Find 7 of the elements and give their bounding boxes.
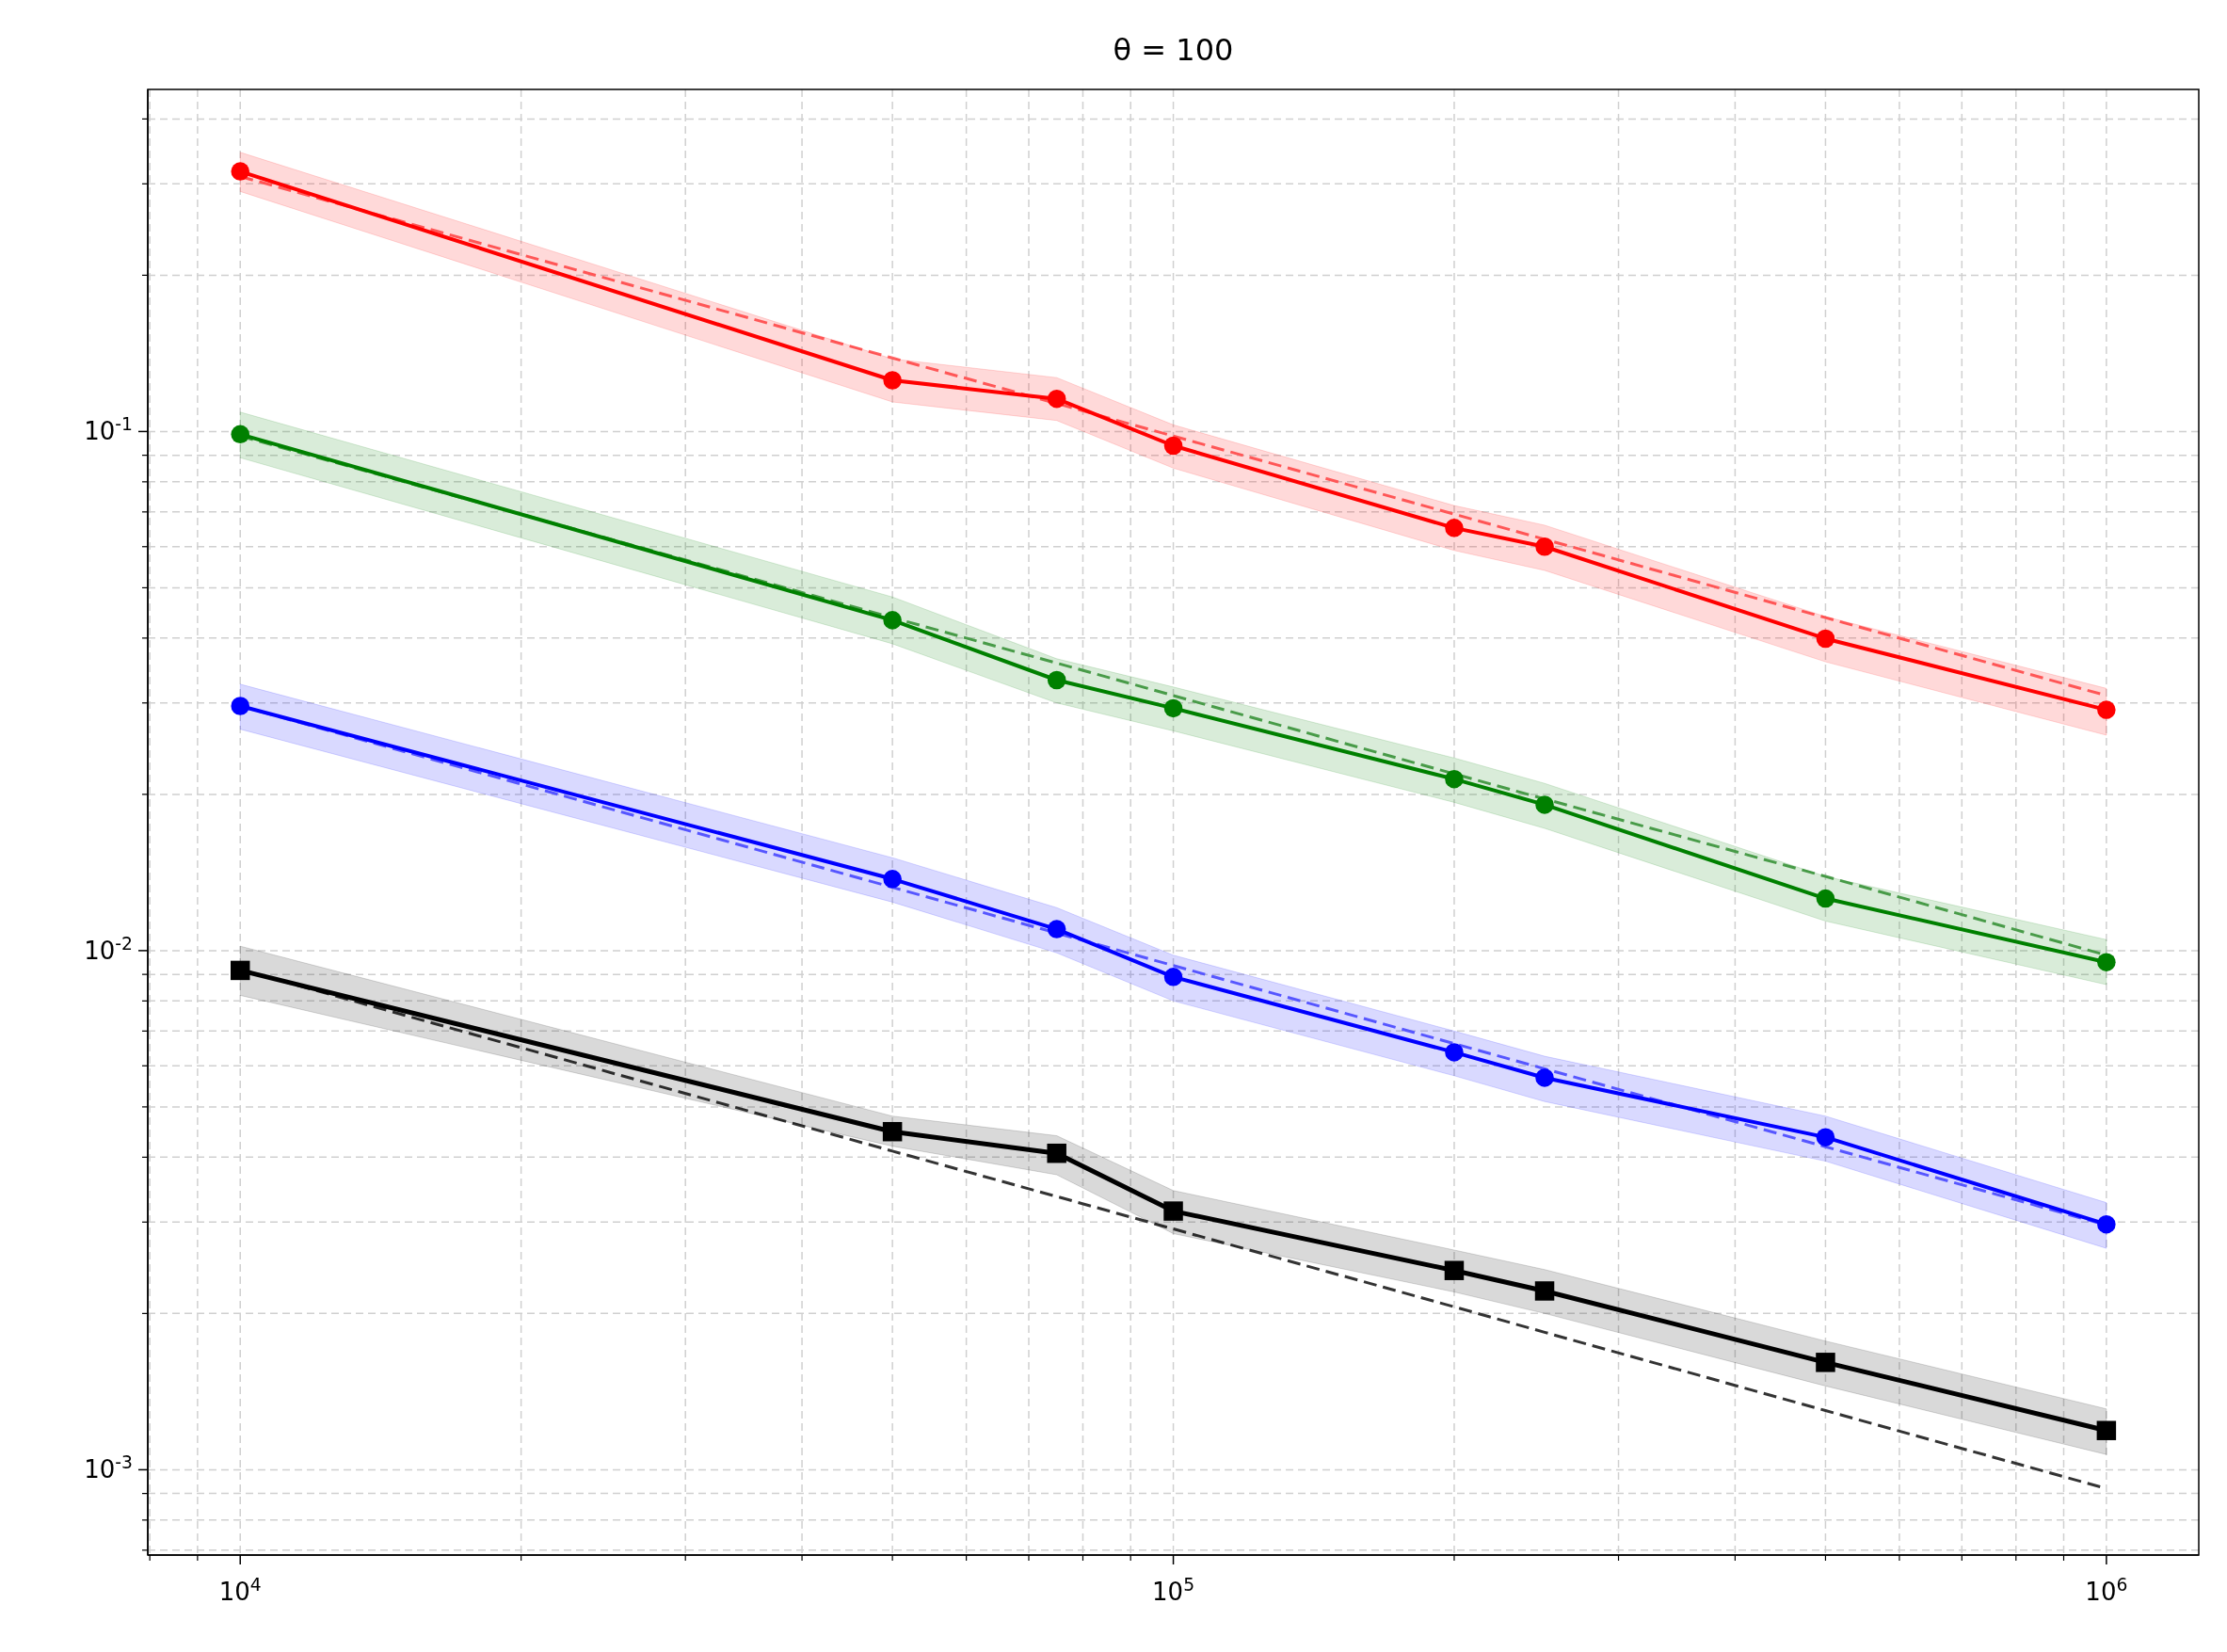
- y-tick-label: 10$^{-1}$: [84, 413, 133, 446]
- x-tick-label: 10$^{6}$: [2085, 1574, 2128, 1606]
- y-tick-label: 10$^{-3}$: [84, 1452, 133, 1484]
- x-tick-label: 10$^{4}$: [218, 1574, 262, 1606]
- y-tick-label: 10$^{-2}$: [84, 933, 133, 965]
- x-tick-label: 10$^{5}$: [1152, 1574, 1195, 1606]
- chart-title: θ = 100: [1113, 32, 1234, 68]
